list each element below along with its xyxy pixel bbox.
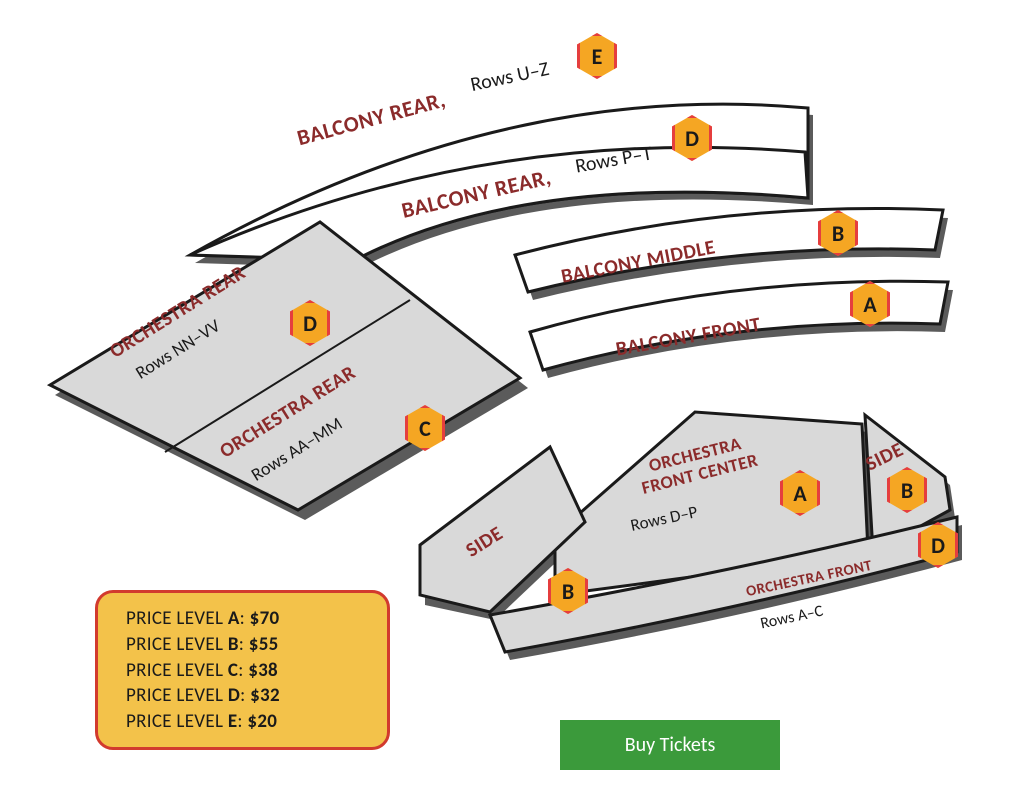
seating-chart: BALCONY REAR, Rows U–Z BALCONY REAR, Row… xyxy=(0,0,1024,804)
price-level-letter: A xyxy=(228,607,240,630)
price-level-a: PRICE LEVEL A: $70 xyxy=(126,607,365,630)
price-level-letter: C xyxy=(228,659,238,682)
price-level-label: PRICE LEVEL xyxy=(126,659,223,682)
price-level-price: $55 xyxy=(249,633,279,656)
price-legend: PRICE LEVEL A: $70 PRICE LEVEL B: $55 PR… xyxy=(95,590,390,750)
orchestra-rear-group xyxy=(50,222,520,510)
price-level-price: $38 xyxy=(248,659,278,682)
price-level-b: PRICE LEVEL B: $55 xyxy=(126,633,365,656)
price-level-label: PRICE LEVEL xyxy=(126,633,223,656)
balcony-middle-shape xyxy=(515,208,943,292)
price-level-letter: E xyxy=(228,710,238,733)
price-level-label: PRICE LEVEL xyxy=(126,684,223,707)
price-level-price: $32 xyxy=(250,684,280,707)
price-level-c: PRICE LEVEL C: $38 xyxy=(126,659,365,682)
buy-tickets-button[interactable]: Buy Tickets xyxy=(560,720,780,770)
price-level-d: PRICE LEVEL D: $32 xyxy=(126,684,365,707)
price-level-e: PRICE LEVEL E: $20 xyxy=(126,710,365,733)
price-level-label: PRICE LEVEL xyxy=(126,710,223,733)
price-level-price: $20 xyxy=(247,710,277,733)
price-level-letter: B xyxy=(228,633,239,656)
price-level-price: $70 xyxy=(250,607,280,630)
price-level-letter: D xyxy=(228,684,240,707)
price-level-label: PRICE LEVEL xyxy=(126,607,223,630)
